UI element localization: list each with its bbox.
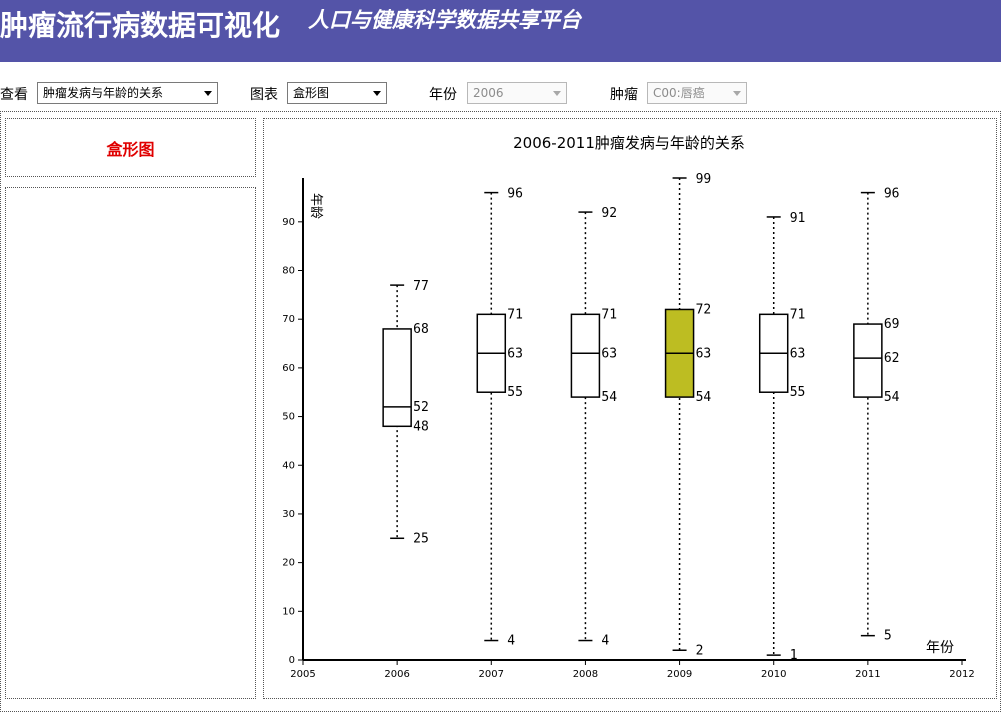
q1-label: 54 xyxy=(884,390,900,405)
x-tick-label: 2008 xyxy=(573,669,598,680)
y-tick-label: 60 xyxy=(282,363,295,374)
year-select[interactable]: 2006 xyxy=(467,82,567,104)
tumor-select[interactable]: C00:唇癌 xyxy=(647,82,747,104)
q3-label: 69 xyxy=(884,317,900,332)
box-2010: 91 1 71 55 63 xyxy=(758,211,806,663)
median-label: 52 xyxy=(413,400,429,415)
median-label: 63 xyxy=(790,346,806,361)
y-tick-label: 30 xyxy=(282,509,295,520)
x-tick-label: 2012 xyxy=(949,669,974,680)
x-tick-label: 2007 xyxy=(479,669,504,680)
chart-select[interactable]: 盒形图 xyxy=(287,82,387,104)
chevron-down-icon xyxy=(553,91,561,96)
year-label: 年份 xyxy=(429,87,457,103)
box-body xyxy=(382,328,412,428)
box-body xyxy=(570,313,601,398)
app-subtitle: 人口与健康科学数据共享平台 xyxy=(308,7,581,32)
chart-type-title: 盒形图 xyxy=(106,140,155,159)
x-axis-label: 年份 xyxy=(926,640,954,656)
q1-label: 48 xyxy=(413,419,429,434)
min-label: 5 xyxy=(884,629,892,644)
chart-panel xyxy=(263,118,997,699)
box-2009: 99 2 72 54 63 xyxy=(664,172,712,658)
min-label: 4 xyxy=(601,634,609,649)
q3-label: 68 xyxy=(413,322,429,337)
box-body xyxy=(853,323,883,398)
tumor-select-value: C00:唇癌 xyxy=(653,86,705,100)
app-title: 肿瘤流行病数据可视化 xyxy=(0,9,281,42)
chevron-down-icon xyxy=(204,91,212,96)
view-select[interactable]: 肿瘤发病与年龄的关系 xyxy=(37,82,218,104)
box-2008: 92 4 71 54 63 xyxy=(570,206,617,649)
q3-label: 72 xyxy=(696,302,712,317)
max-label: 96 xyxy=(884,187,900,202)
max-label: 96 xyxy=(507,187,523,202)
y-tick-label: 90 xyxy=(282,217,295,228)
y-tick-label: 40 xyxy=(282,460,295,471)
min-label: 25 xyxy=(413,531,429,546)
median-label: 62 xyxy=(884,351,900,366)
view-label: 查看 xyxy=(0,87,28,103)
min-label: 2 xyxy=(696,643,704,658)
x-tick-label: 2011 xyxy=(855,669,880,680)
chart-select-value: 盒形图 xyxy=(293,86,330,100)
q3-label: 71 xyxy=(790,307,806,322)
chevron-down-icon xyxy=(733,91,741,96)
q1-label: 55 xyxy=(790,385,806,400)
chart-title: 2006-2011肿瘤发病与年龄的关系 xyxy=(513,134,745,152)
median-label: 63 xyxy=(696,346,712,361)
y-tick-label: 70 xyxy=(282,314,295,325)
median-label: 63 xyxy=(601,346,617,361)
q1-label: 54 xyxy=(601,390,617,405)
q1-label: 54 xyxy=(696,390,712,405)
q3-label: 71 xyxy=(601,307,617,322)
y-tick-label: 0 xyxy=(289,655,295,666)
y-tick-label: 80 xyxy=(282,266,295,277)
x-tick-label: 2006 xyxy=(384,669,409,680)
q3-label: 71 xyxy=(507,307,523,322)
view-select-value: 肿瘤发病与年龄的关系 xyxy=(43,86,164,100)
y-axis-label: 年龄 xyxy=(308,193,323,219)
tumor-label: 肿瘤 xyxy=(610,87,638,103)
x-tick-label: 2009 xyxy=(667,669,692,680)
y-tick-label: 20 xyxy=(282,558,295,569)
chevron-down-icon xyxy=(373,91,381,96)
y-tick-label: 50 xyxy=(282,412,295,423)
chart-label: 图表 xyxy=(250,87,278,103)
x-tick-label: 2010 xyxy=(761,669,786,680)
min-label: 1 xyxy=(790,648,798,663)
y-tick-label: 10 xyxy=(282,606,295,617)
box-2007: 96 4 71 55 63 xyxy=(476,187,523,649)
box-2006: 77 25 68 48 52 xyxy=(382,279,429,546)
q1-label: 55 xyxy=(507,385,523,400)
year-select-value: 2006 xyxy=(473,86,504,100)
side-info-panel xyxy=(5,187,256,699)
median-label: 63 xyxy=(507,346,523,361)
max-label: 92 xyxy=(601,206,617,221)
header-bar: 肿瘤流行病数据可视化 人口与健康科学数据共享平台 xyxy=(0,0,1001,62)
box-2011: 96 5 69 54 62 xyxy=(853,187,900,644)
max-label: 99 xyxy=(696,172,712,187)
chart-type-panel: 盒形图 xyxy=(5,118,256,177)
x-tick-label: 2005 xyxy=(290,669,315,680)
max-label: 91 xyxy=(790,211,806,226)
max-label: 77 xyxy=(413,279,429,294)
min-label: 4 xyxy=(507,634,515,649)
